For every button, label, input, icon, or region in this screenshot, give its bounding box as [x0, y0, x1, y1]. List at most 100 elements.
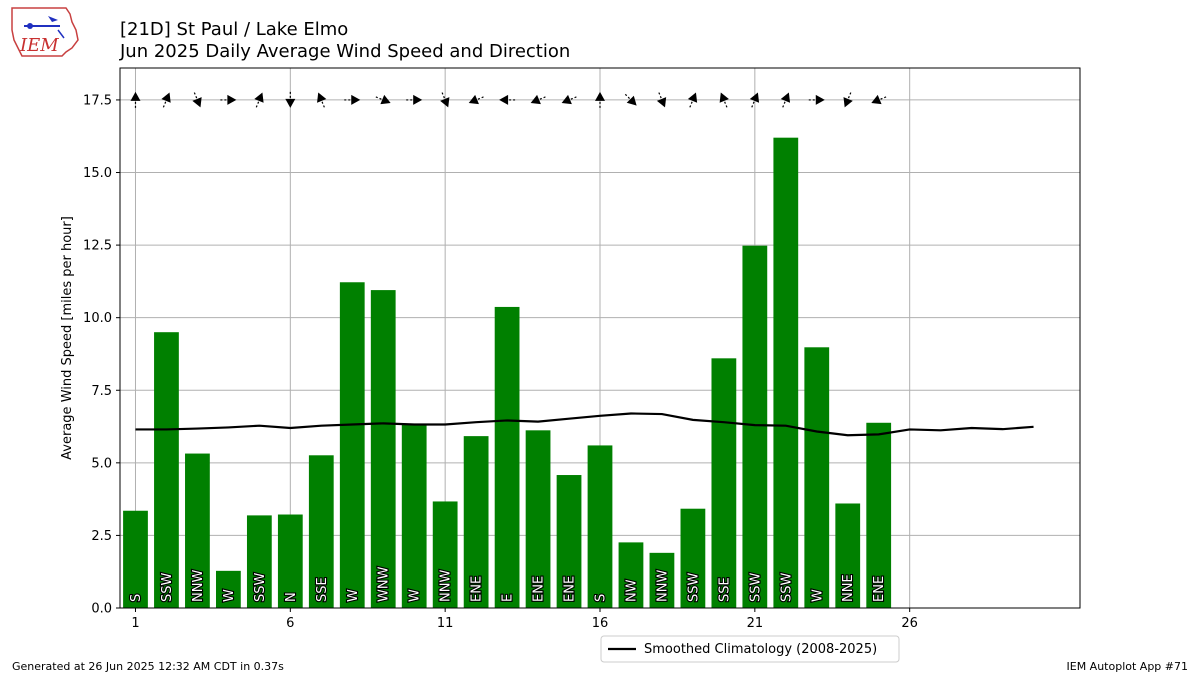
direction-label-day-1: S — [129, 594, 144, 602]
y-tick-label: 17.5 — [83, 93, 112, 108]
bar-day-16 — [587, 445, 613, 608]
direction-label-day-4: W — [222, 589, 237, 602]
wind-arrow-day-20 — [719, 92, 729, 108]
logo-text: IEM — [19, 35, 59, 56]
x-tick-label: 26 — [901, 616, 918, 631]
direction-label-day-23: W — [810, 589, 825, 602]
direction-label-day-18: NNW — [655, 570, 670, 602]
bar-day-19 — [680, 508, 706, 608]
wind-arrow-day-13 — [499, 94, 516, 105]
wind-arrow-day-7 — [317, 92, 327, 108]
direction-label-day-25: ENE — [872, 576, 887, 602]
x-tick-label: 1 — [131, 616, 139, 631]
wind-arrow-day-24 — [843, 92, 853, 108]
bar-day-5 — [246, 515, 272, 608]
legend-entry: Smoothed Climatology (2008-2025) — [644, 642, 877, 657]
bar-day-14 — [525, 430, 551, 608]
wind-arrow-day-2 — [161, 92, 171, 108]
wind-arrow-day-16 — [595, 91, 605, 108]
wind-arrow-day-1 — [130, 91, 141, 108]
bar-day-24 — [835, 503, 861, 608]
legend-box — [600, 635, 900, 663]
direction-label-day-7: SSE — [315, 577, 330, 602]
wind-arrow-day-14 — [530, 94, 546, 105]
wind-arrow-day-23 — [808, 94, 825, 105]
direction-label-day-14: ENE — [532, 576, 547, 602]
direction-labels: S SSW NNW W SSW N SSE W WNW W NNW ENE E ENE ENE S NW NNW S… — [128, 565, 888, 603]
bar-day-21 — [742, 245, 768, 608]
bar-day-10 — [401, 423, 427, 608]
chart-title-line1: [21D] St Paul / Lake Elmo — [120, 19, 348, 40]
wind-arrow-day-5 — [254, 92, 264, 108]
y-axis-label: Average Wind Speed [miles per hour] — [60, 216, 75, 460]
direction-label-day-13: E — [501, 594, 516, 602]
bar-day-18 — [649, 552, 675, 608]
x-tick-label: 16 — [592, 616, 609, 631]
y-tick-label: 5.0 — [91, 456, 112, 471]
climatology-series — [135, 412, 1034, 437]
direction-label-day-21: SSW — [748, 572, 763, 602]
wind-arrow-day-4 — [220, 94, 237, 105]
bar-day-12 — [463, 436, 489, 608]
wind-arrow-day-8 — [344, 94, 361, 105]
bar-day-8 — [339, 282, 365, 608]
bar-day-13 — [494, 306, 520, 608]
x-tick-label: 11 — [437, 616, 454, 631]
bar-day-9 — [370, 290, 396, 608]
direction-label-day-12: ENE — [470, 576, 485, 602]
y-tick-label: 2.5 — [91, 529, 112, 544]
y-tick-label: 0.0 — [91, 602, 112, 617]
bar-day-25 — [866, 422, 892, 608]
y-tick-label: 12.5 — [83, 239, 112, 254]
x-axis-ticks: 1 6 11 16 21 26 — [131, 608, 918, 631]
climatology-line — [135, 412, 1034, 437]
legend: Smoothed Climatology (2008-2025) — [600, 635, 900, 663]
wind-arrow-day-3 — [192, 92, 202, 108]
direction-label-day-15: ENE — [563, 576, 578, 602]
bar-day-20 — [711, 358, 737, 608]
wind-arrow-day-19 — [687, 92, 698, 108]
bar-day-23 — [804, 347, 830, 608]
bar-day-15 — [556, 475, 582, 608]
wind-arrow-day-22 — [780, 92, 791, 108]
direction-label-day-8: W — [346, 589, 361, 602]
wind-arrow-day-15 — [561, 94, 577, 105]
x-tick-label: 21 — [747, 616, 764, 631]
direction-label-day-3: NNW — [191, 570, 206, 602]
wind-arrow-day-18 — [656, 92, 667, 108]
bars — [123, 137, 892, 608]
bar-day-7 — [308, 455, 334, 608]
y-tick-label: 10.0 — [83, 311, 112, 326]
chart-title-line2: Jun 2025 Daily Average Wind Speed and Di… — [119, 41, 570, 62]
direction-label-day-16: S — [594, 594, 609, 602]
direction-label-day-2: SSW — [160, 572, 175, 602]
direction-label-day-22: SSW — [779, 572, 794, 602]
bar-day-11 — [432, 501, 458, 608]
bar-day-1 — [123, 510, 148, 608]
wind-arrow-day-6 — [285, 91, 296, 108]
bar-day-2 — [154, 332, 179, 608]
iem-logo: IEM — [11, 7, 79, 57]
direction-label-day-20: SSE — [717, 577, 732, 602]
bar-day-4 — [216, 570, 241, 608]
bar-day-17 — [618, 542, 644, 608]
y-axis-ticks: 0.0 2.5 5.0 7.5 10.0 12.5 15.0 17.5 — [83, 93, 120, 617]
wind-arrow-day-9 — [375, 94, 391, 105]
direction-arrows — [130, 91, 887, 108]
wind-arrow-day-25 — [871, 94, 887, 105]
direction-label-day-5: SSW — [253, 572, 268, 602]
direction-label-day-24: NNE — [841, 574, 856, 602]
footer-generated: Generated at 26 Jun 2025 12:32 AM CDT in… — [12, 660, 284, 673]
wind-arrow-day-21 — [749, 92, 760, 108]
bar-day-3 — [185, 453, 210, 608]
y-tick-label: 7.5 — [91, 384, 112, 399]
wind-arrow-day-12 — [468, 94, 484, 105]
wind-arrow-day-10 — [406, 94, 423, 105]
direction-label-day-9: WNW — [377, 566, 392, 602]
bar-day-22 — [773, 137, 799, 608]
x-tick-label: 6 — [286, 616, 294, 631]
bar-day-6 — [277, 514, 303, 608]
wind-arrow-day-17 — [624, 93, 637, 106]
wind-arrow-day-11 — [440, 92, 450, 108]
